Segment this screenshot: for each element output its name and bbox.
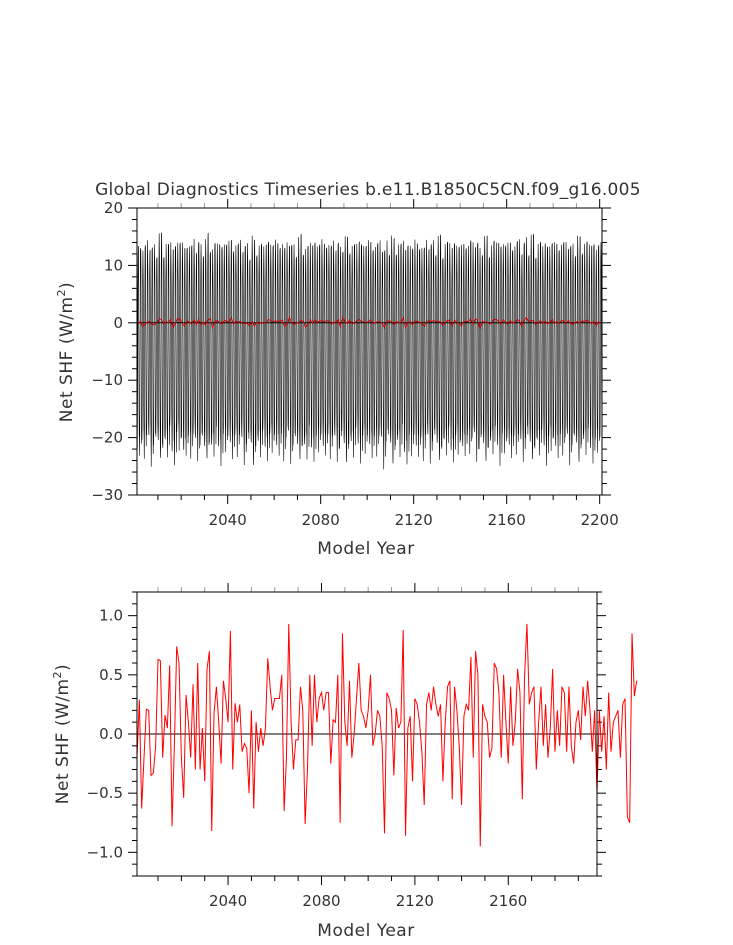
series-annual-mean-top <box>137 316 602 330</box>
y-tick-label: 0.0 <box>99 725 123 743</box>
top-x-tick-labels: 2040 2080 2120 2160 2200 <box>209 511 619 529</box>
y-tick-label: 0 <box>113 314 123 332</box>
chart-top: −30 −20 −10 0 10 20 2040 2080 2120 2160 2200 Mode… <box>55 199 619 559</box>
top-plot-frame <box>136 207 603 496</box>
y-tick-label: 0.5 <box>99 666 123 684</box>
bottom-y-tick-labels: −1.0 −0.5 0.0 0.5 1.0 <box>87 607 123 862</box>
y-tick-label: −10 <box>91 371 123 389</box>
x-tick-label: 2080 <box>302 511 340 529</box>
x-tick-label: 2120 <box>395 511 433 529</box>
x-tick-label: 2040 <box>209 511 247 529</box>
y-tick-label: 20 <box>104 199 123 217</box>
y-tick-label: −1.0 <box>87 843 123 861</box>
series-annual-mean-bottom <box>136 623 638 847</box>
chart-bottom: −1.0 −0.5 0.0 0.5 1.0 2040 2080 2120 2160 Model… <box>51 583 638 941</box>
bottom-plot-frame <box>136 591 598 877</box>
bottom-series <box>136 623 638 847</box>
x-tick-label: 2040 <box>209 892 247 910</box>
top-x-axis-label: Model Year <box>317 539 414 559</box>
top-y-axis-label: Net SHF (W/m2) <box>55 282 77 422</box>
x-tick-label: 2080 <box>302 892 340 910</box>
x-tick-label: 2120 <box>396 892 434 910</box>
y-tick-label: −0.5 <box>87 784 123 802</box>
y-tick-label: 1.0 <box>99 607 123 625</box>
x-tick-label: 2160 <box>489 892 527 910</box>
figure-title: Global Diagnostics Timeseries b.e11.B185… <box>95 180 641 200</box>
y-tick-label: −30 <box>91 486 123 504</box>
top-series <box>136 232 603 470</box>
y-tick-label: 10 <box>104 256 123 274</box>
y-tick-label: −20 <box>91 429 123 447</box>
bottom-y-axis-label: Net SHF (W/m2) <box>51 664 73 804</box>
bottom-x-tick-labels: 2040 2080 2120 2160 <box>209 892 527 910</box>
bottom-x-axis-label: Model Year <box>317 921 414 941</box>
series-monthly <box>136 232 603 470</box>
x-tick-label: 2200 <box>581 511 619 529</box>
top-y-tick-labels: −30 −20 −10 0 10 20 <box>91 199 123 504</box>
x-tick-label: 2160 <box>488 511 526 529</box>
